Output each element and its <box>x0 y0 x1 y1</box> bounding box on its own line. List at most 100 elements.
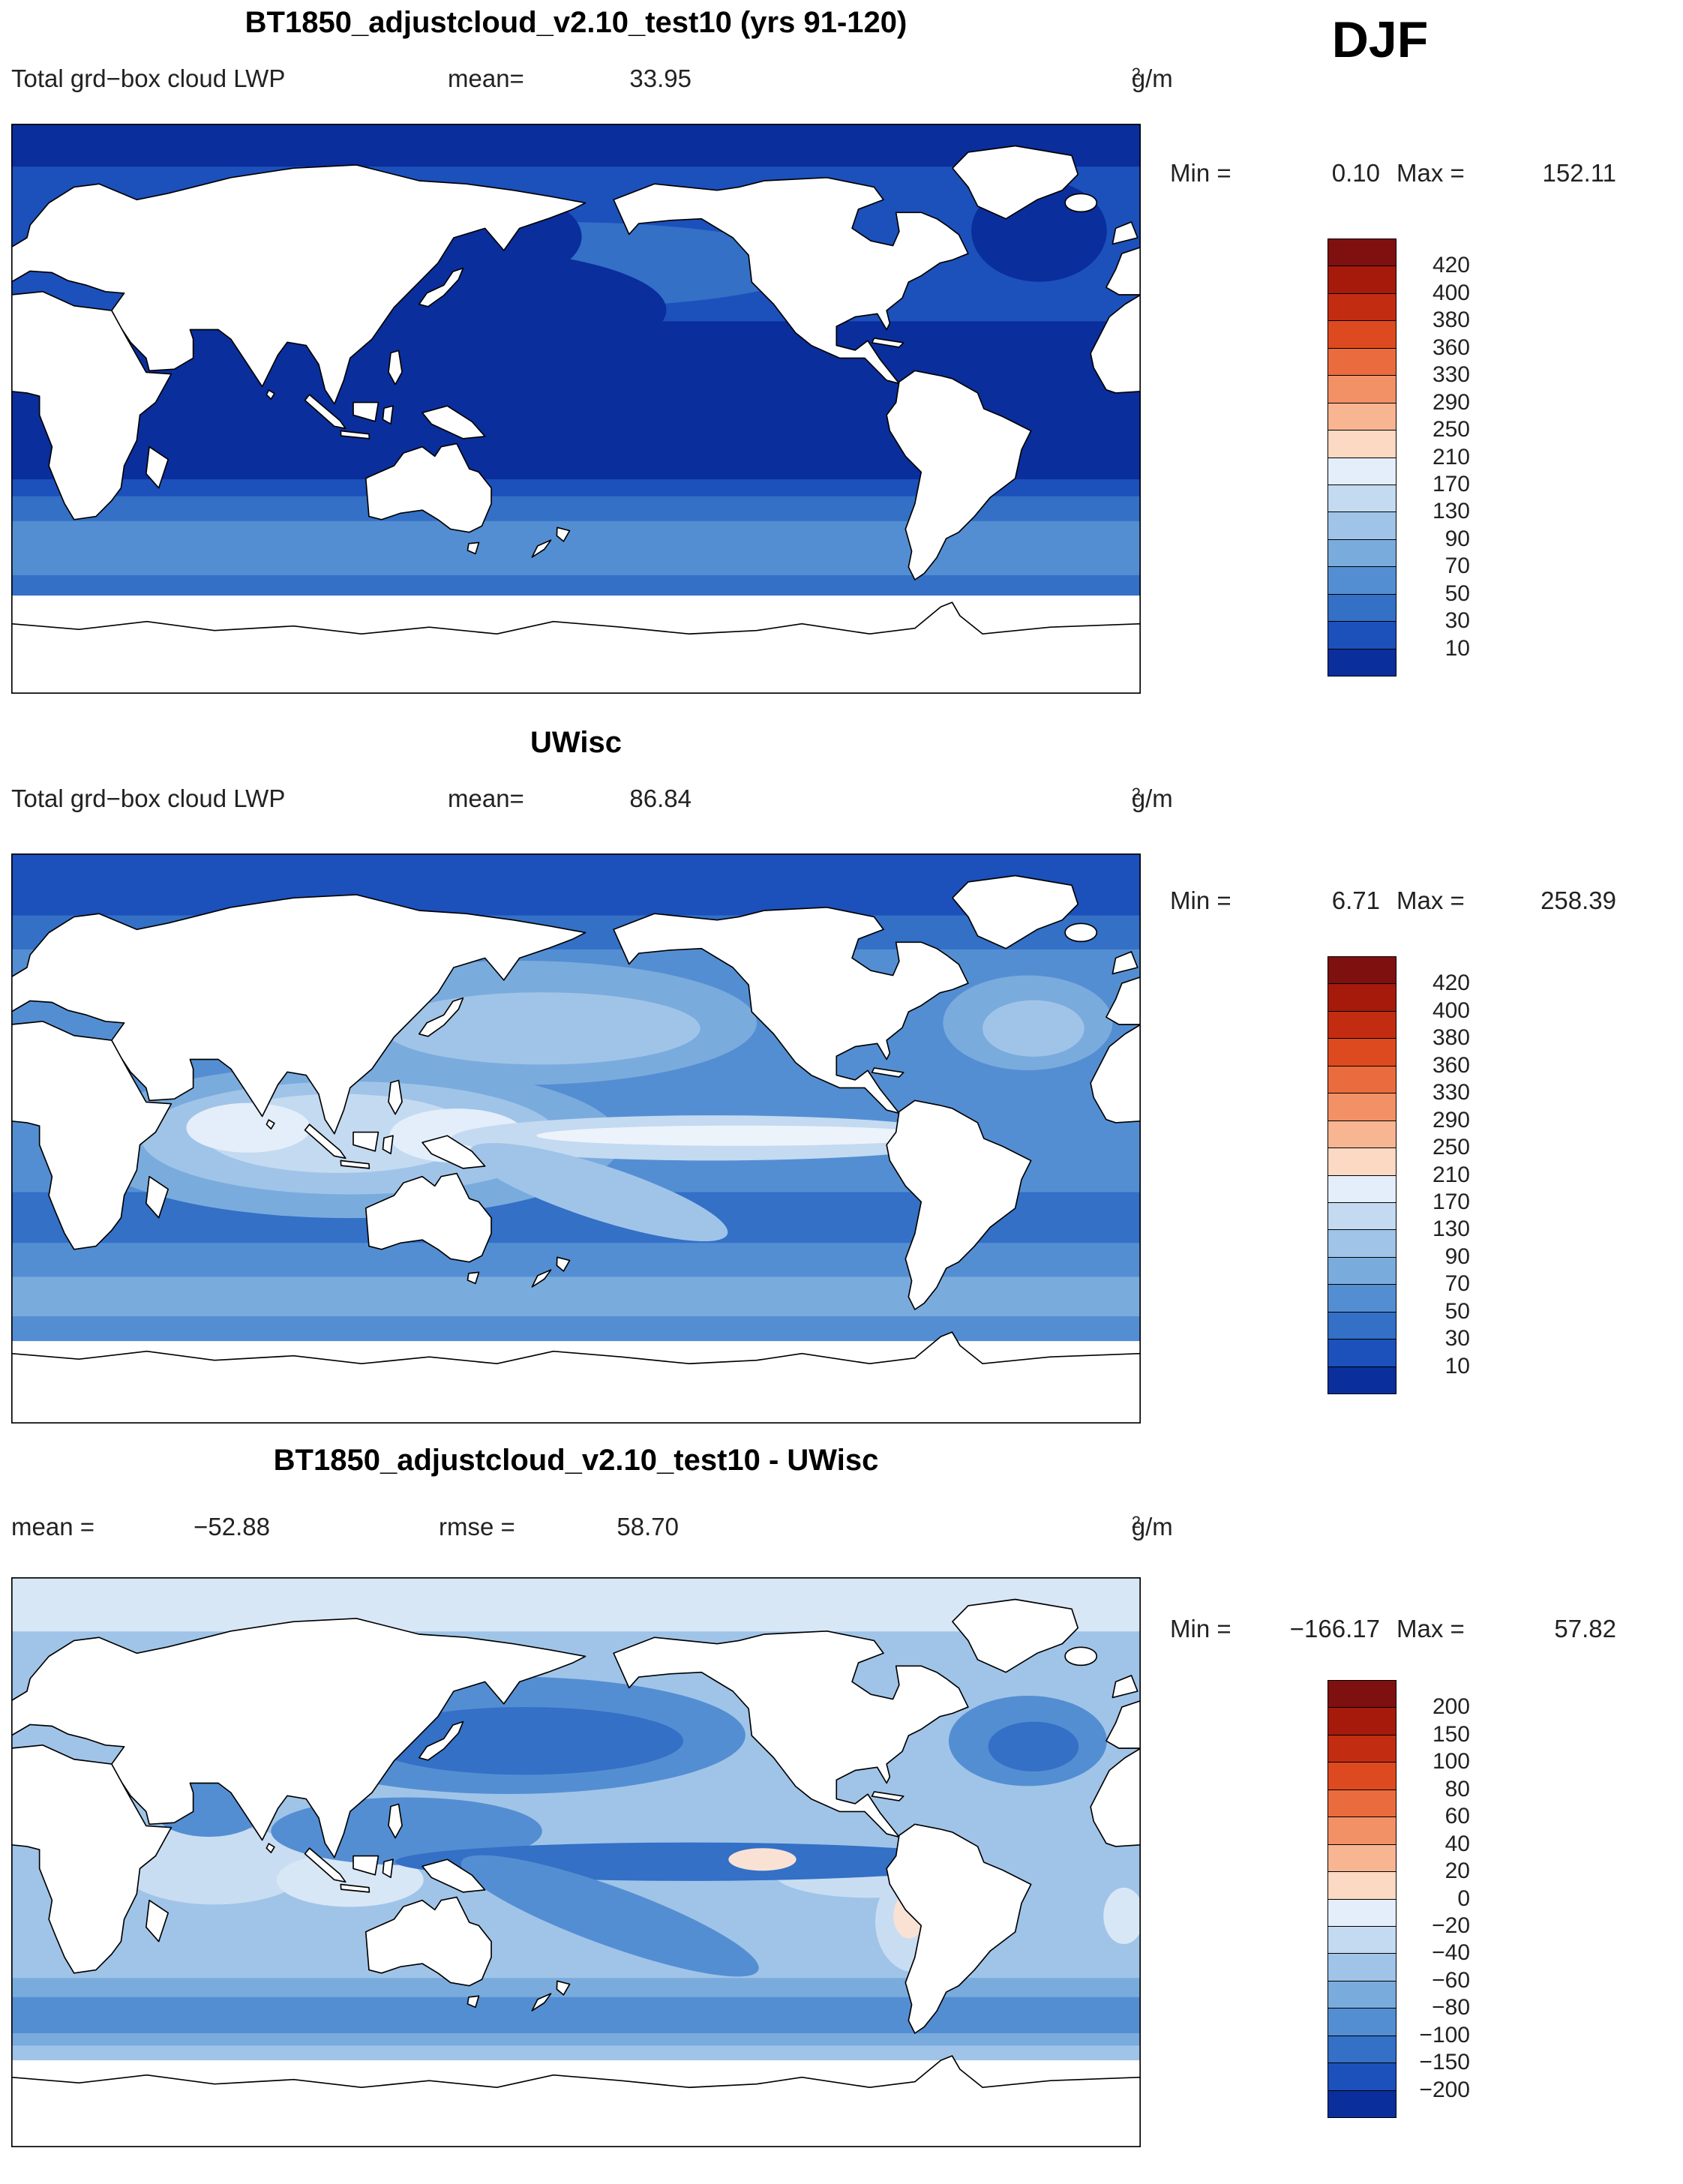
colorbar-tick-label: 420 <box>1432 970 1470 996</box>
colorbar-tick-label: 50 <box>1444 580 1470 606</box>
colorbar-tick-label: 380 <box>1432 1025 1470 1051</box>
colorbar-cell <box>1328 2008 1396 2036</box>
colorbar-cell <box>1328 1093 1396 1121</box>
colorbar-cell <box>1328 1120 1396 1149</box>
colorbar-cell <box>1328 1789 1396 1818</box>
field-label: Total grd−box cloud LWP <box>11 64 286 92</box>
colorbar-obs: 420 400 380 360 330 290 250 210 170 130 90 70 50 30 10 <box>1328 956 1478 1394</box>
colorbar-tick-label: 400 <box>1432 998 1470 1023</box>
colorbar-cell <box>1328 1898 1396 1927</box>
colorbar-cell <box>1328 292 1396 322</box>
colorbar-tick-label: 170 <box>1432 1189 1470 1214</box>
colorbar-tick-label: 130 <box>1432 1216 1470 1242</box>
min-value: 6.71 <box>1331 886 1380 914</box>
colorbar-cell <box>1328 1174 1396 1203</box>
colorbar-cell <box>1328 1148 1396 1176</box>
colorbar-tick-label: 330 <box>1432 1080 1470 1106</box>
panel-title: BT1850_adjustcloud_v2.10_test10 (yrs 91-… <box>244 6 908 39</box>
colorbar-cell <box>1328 512 1396 540</box>
colorbar-tick-label: 200 <box>1432 1694 1470 1720</box>
mean-value: −52.88 <box>194 1513 270 1540</box>
min-label: Min = <box>1170 159 1232 187</box>
colorbar-cell <box>1328 484 1396 513</box>
units-label: g/m 2 <box>1131 784 1173 812</box>
colorbar-cell <box>1328 1339 1396 1367</box>
colorbar-cell <box>1328 2062 1396 2091</box>
colorbar-cell <box>1328 430 1396 458</box>
map-obs <box>11 854 1141 1424</box>
colorbar-tick-label: 150 <box>1432 1721 1470 1747</box>
colorbar-tick-label: 10 <box>1444 635 1470 661</box>
colorbar-cell <box>1328 375 1396 404</box>
colorbar-cell <box>1328 1284 1396 1312</box>
colorbar-tick-label: 380 <box>1432 308 1470 333</box>
colorbar-cell <box>1328 1925 1396 1954</box>
rmse-value: 58.70 <box>616 1513 679 1540</box>
colorbar-tick-label: 70 <box>1444 554 1470 579</box>
mean-label: mean= <box>448 64 524 92</box>
colorbar-cell <box>1328 402 1396 431</box>
panel-obs: UWisc Total grd−box cloud LWP mean= 86.8… <box>0 720 1683 1444</box>
panel-diff: BT1850_adjustcloud_v2.10_test10 - UWisc … <box>0 1444 1683 2184</box>
colorbar-cell <box>1328 457 1396 485</box>
panel-title: BT1850_adjustcloud_v2.10_test10 - UWisc <box>273 1444 879 1477</box>
colorbar-cell <box>1328 1953 1396 1982</box>
colorbar-cell <box>1328 593 1396 622</box>
panel-title: UWisc <box>530 726 622 759</box>
colorbar-tick-label: 400 <box>1432 280 1470 305</box>
colorbar-tick-label: 210 <box>1432 444 1470 470</box>
map-diff-svg <box>11 1577 1141 2147</box>
colorbar-cell <box>1328 1871 1396 1900</box>
colorbar-tick-label: 330 <box>1432 362 1470 388</box>
colorbar-tick-label: 170 <box>1432 471 1470 496</box>
colorbar-cell <box>1328 1256 1396 1286</box>
units-label: g/m 2 <box>1131 64 1173 92</box>
colorbar-tick-label: 10 <box>1444 1353 1470 1378</box>
colorbar-tick-label: −150 <box>1419 2050 1470 2075</box>
colorbar-cell <box>1328 1038 1396 1066</box>
colorbar-cell <box>1328 320 1396 349</box>
colorbar-cell <box>1328 1680 1396 1708</box>
colorbar-tick-label: 100 <box>1432 1749 1470 1774</box>
panel-model: BT1850_adjustcloud_v2.10_test10 (yrs 91-… <box>0 0 1683 720</box>
max-value: 57.82 <box>1554 1615 1616 1642</box>
colorbar-cell <box>1328 1980 1396 2009</box>
colorbar-tick-label: 0 <box>1457 1886 1470 1911</box>
colorbar-tick-label: −80 <box>1432 1995 1470 2020</box>
colorbar-tick-label: 30 <box>1444 608 1470 634</box>
colorbar-tick-label: 50 <box>1444 1298 1470 1324</box>
colorbar-cell <box>1328 1844 1396 1873</box>
colorbar-tick-label: 130 <box>1432 499 1470 524</box>
colorbar-tick-label: 290 <box>1432 1107 1470 1132</box>
min-label: Min = <box>1170 1615 1232 1642</box>
colorbar-cell <box>1328 1010 1396 1040</box>
colorbar-cell <box>1328 2090 1396 2118</box>
colorbar-tick-label: −40 <box>1432 1940 1470 1966</box>
colorbar-tick-label: −200 <box>1419 2077 1470 2102</box>
colorbar-cell <box>1328 1816 1396 1845</box>
colorbar-diff: 200 150 100 80 60 40 20 0 −20 −40 −60 −80 −100 −150 −2… <box>1328 1680 1478 2118</box>
map-diff <box>11 1577 1141 2147</box>
colorbar-cell <box>1328 1065 1396 1094</box>
colorbar-tick-label: 80 <box>1444 1776 1470 1802</box>
colorbar-cell <box>1328 621 1396 650</box>
colorbar-tick-label: 360 <box>1432 334 1470 360</box>
mean-value: 86.84 <box>629 784 692 812</box>
max-label: Max = <box>1396 1615 1465 1642</box>
colorbar-tick-label: 20 <box>1444 1858 1470 1884</box>
colorbar-cell <box>1328 2035 1396 2064</box>
colorbar-tick-label: 250 <box>1432 417 1470 442</box>
colorbar-tick-label: 40 <box>1444 1831 1470 1856</box>
colorbar-cell <box>1328 1734 1396 1763</box>
colorbar-cell <box>1328 956 1396 985</box>
max-label: Max = <box>1396 159 1465 187</box>
colorbar-cell <box>1328 1229 1396 1258</box>
colorbar-cell <box>1328 1762 1396 1790</box>
max-label: Max = <box>1396 886 1465 914</box>
colorbar-tick-label: 60 <box>1444 1804 1470 1829</box>
min-value: 0.10 <box>1331 159 1380 187</box>
colorbar-tick-label: 70 <box>1444 1271 1470 1297</box>
map-obs-svg <box>11 854 1141 1424</box>
colorbar-cell <box>1328 266 1396 294</box>
